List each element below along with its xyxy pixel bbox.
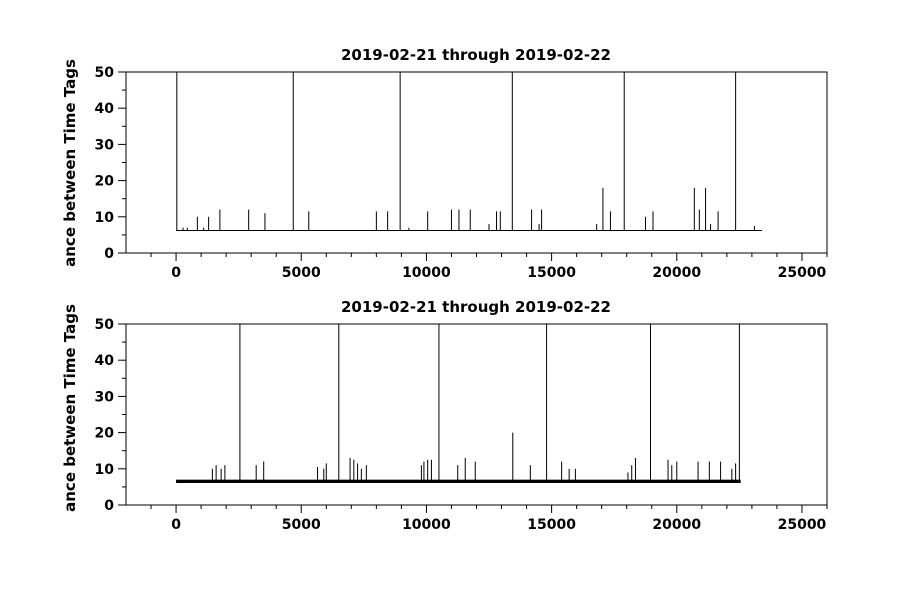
bottom-plot-y-tick-label: 40	[95, 353, 115, 369]
bottom-plot-x-tick-label: 10000	[402, 517, 451, 533]
bottom-plot-x-tick-label: 15000	[527, 517, 576, 533]
top-plot-y-axis-label: ance between Time Tags	[61, 59, 79, 267]
top-plot-x-tick-label: 5000	[282, 265, 321, 281]
top-plot-frame	[125, 71, 828, 254]
bottom-plot-y-tick-label: 10	[95, 462, 115, 478]
bottom-plot-series	[176, 324, 741, 484]
bottom-plot-y-axis: 0 10 20 30 40 50	[95, 317, 126, 514]
bottom-plot-x-tick-label: 25000	[778, 517, 827, 533]
bottom-plot-baseline-band	[176, 479, 741, 483]
top-plot-y-tick-label: 20	[95, 174, 115, 190]
bottom-plot-y-axis-label: ance between Time Tags	[61, 304, 79, 512]
top-plot-panel: 2019-02-21 through 2019-02-22 ance betwe…	[61, 46, 828, 281]
top-plot-x-tick-label: 15000	[527, 265, 576, 281]
top-plot-x-tick-label: 10000	[402, 265, 451, 281]
bottom-plot-y-tick-label: 20	[95, 426, 115, 442]
top-plot-x-axis: 0 5000 10000 15000 20000 25000	[150, 253, 828, 281]
bottom-plot-y-tick-label: 30	[95, 389, 115, 405]
top-plot-series	[176, 72, 762, 232]
bottom-plot-y-tick-label: 0	[104, 498, 114, 514]
bottom-plot-x-axis: 0 5000 10000 15000 20000 25000	[150, 505, 828, 533]
top-plot-y-axis: 0 10 20 30 40 50	[95, 65, 126, 262]
top-plot-y-tick-label: 10	[95, 210, 115, 226]
top-plot-x-tick-label: 0	[171, 265, 181, 281]
bottom-plot-x-tick-label: 20000	[652, 517, 701, 533]
top-plot-x-tick-label: 20000	[652, 265, 701, 281]
bottom-plot-x-tick-label: 5000	[282, 517, 321, 533]
top-plot-y-tick-label: 30	[95, 137, 115, 153]
bottom-plot-y-tick-label: 50	[95, 317, 115, 333]
top-plot-title: 2019-02-21 through 2019-02-22	[341, 46, 611, 64]
bottom-plot-x-tick-label: 0	[171, 517, 181, 533]
top-plot-y-tick-label: 50	[95, 65, 115, 81]
bottom-plot-frame	[125, 323, 828, 506]
top-plot-x-tick-label: 25000	[778, 265, 827, 281]
bottom-plot-panel: 2019-02-21 through 2019-02-22 ance betwe…	[61, 298, 828, 533]
top-plot-y-tick-label: 40	[95, 101, 115, 117]
top-plot-y-tick-label: 0	[104, 246, 114, 262]
bottom-plot-title: 2019-02-21 through 2019-02-22	[341, 298, 611, 316]
